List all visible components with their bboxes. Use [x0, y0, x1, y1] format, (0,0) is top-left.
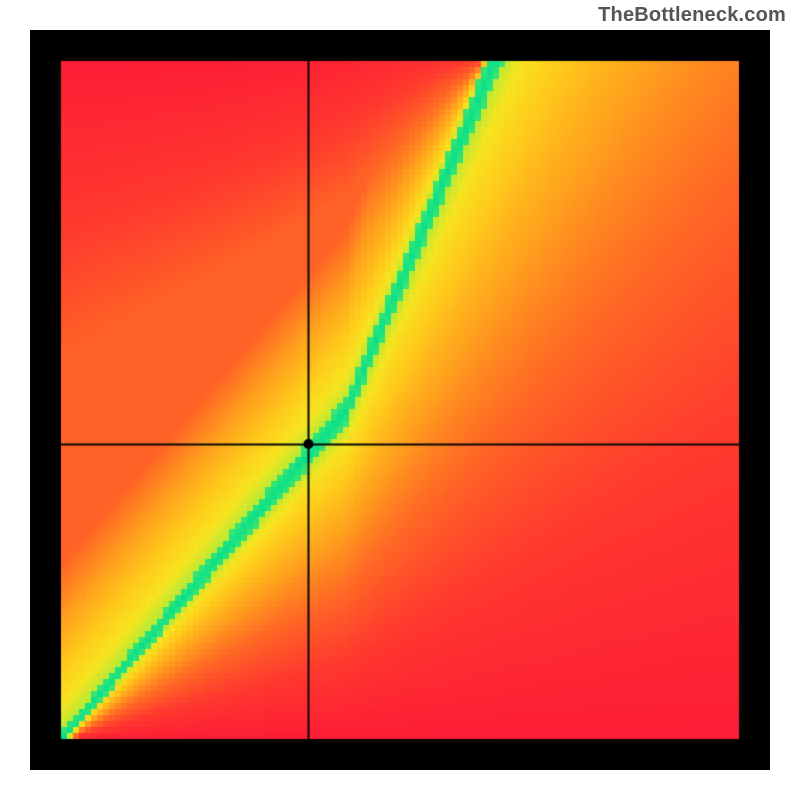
heatmap-canvas — [30, 30, 770, 770]
attribution-label: TheBottleneck.com — [598, 4, 786, 27]
plot-frame — [30, 30, 770, 770]
figure-wrapper: TheBottleneck.com — [0, 0, 800, 800]
